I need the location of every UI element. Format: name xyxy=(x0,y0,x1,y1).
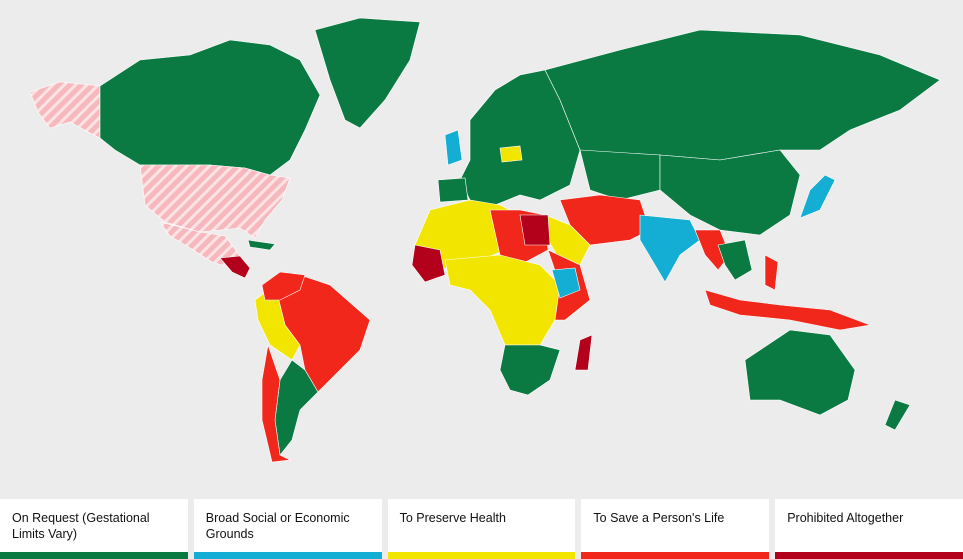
legend-item: To Preserve Health xyxy=(387,499,576,559)
legend-swatch xyxy=(387,552,576,559)
iberia xyxy=(437,177,469,203)
southern-africa xyxy=(499,344,561,396)
legend-label: On Request (Gestational Limits Vary) xyxy=(12,511,150,541)
japan xyxy=(799,174,836,219)
greenland xyxy=(314,17,421,129)
world-map xyxy=(29,17,941,463)
colombia-venezuela xyxy=(261,271,306,301)
legend: On Request (Gestational Limits Vary) Broa… xyxy=(0,499,963,559)
chile xyxy=(261,344,292,463)
poland xyxy=(499,145,523,163)
russia xyxy=(544,29,941,166)
legend-swatch xyxy=(0,552,188,559)
philippines xyxy=(764,254,779,291)
legend-label: To Preserve Health xyxy=(399,511,506,525)
legend-swatch xyxy=(581,552,770,559)
legend-item: To Save a Person's Life xyxy=(581,499,770,559)
madagascar xyxy=(574,334,593,371)
canada xyxy=(99,39,321,176)
cuba xyxy=(247,239,276,251)
indochina xyxy=(717,239,753,281)
legend-swatch xyxy=(775,552,963,559)
india xyxy=(639,214,701,283)
legend-swatch xyxy=(193,552,382,559)
ethiopia xyxy=(551,267,581,299)
uk xyxy=(444,129,463,166)
central-africa xyxy=(444,254,561,346)
indonesia xyxy=(704,289,872,331)
united-states xyxy=(139,164,291,239)
central-asia xyxy=(579,149,661,201)
alaska xyxy=(29,81,101,139)
legend-item: Broad Social or Economic Grounds xyxy=(193,499,382,559)
legend-item: Prohibited Altogether xyxy=(775,499,963,559)
legend-label: Broad Social or Economic Grounds xyxy=(205,511,350,541)
china xyxy=(659,149,801,236)
legend-label: Prohibited Altogether xyxy=(787,511,904,525)
egypt xyxy=(519,214,551,246)
central-america xyxy=(219,255,251,279)
new-zealand xyxy=(884,399,911,431)
legend-item: On Request (Gestational Limits Vary) xyxy=(0,499,188,559)
legend-label: To Save a Person's Life xyxy=(593,511,725,525)
australia xyxy=(744,329,856,416)
west-africa xyxy=(411,244,446,283)
